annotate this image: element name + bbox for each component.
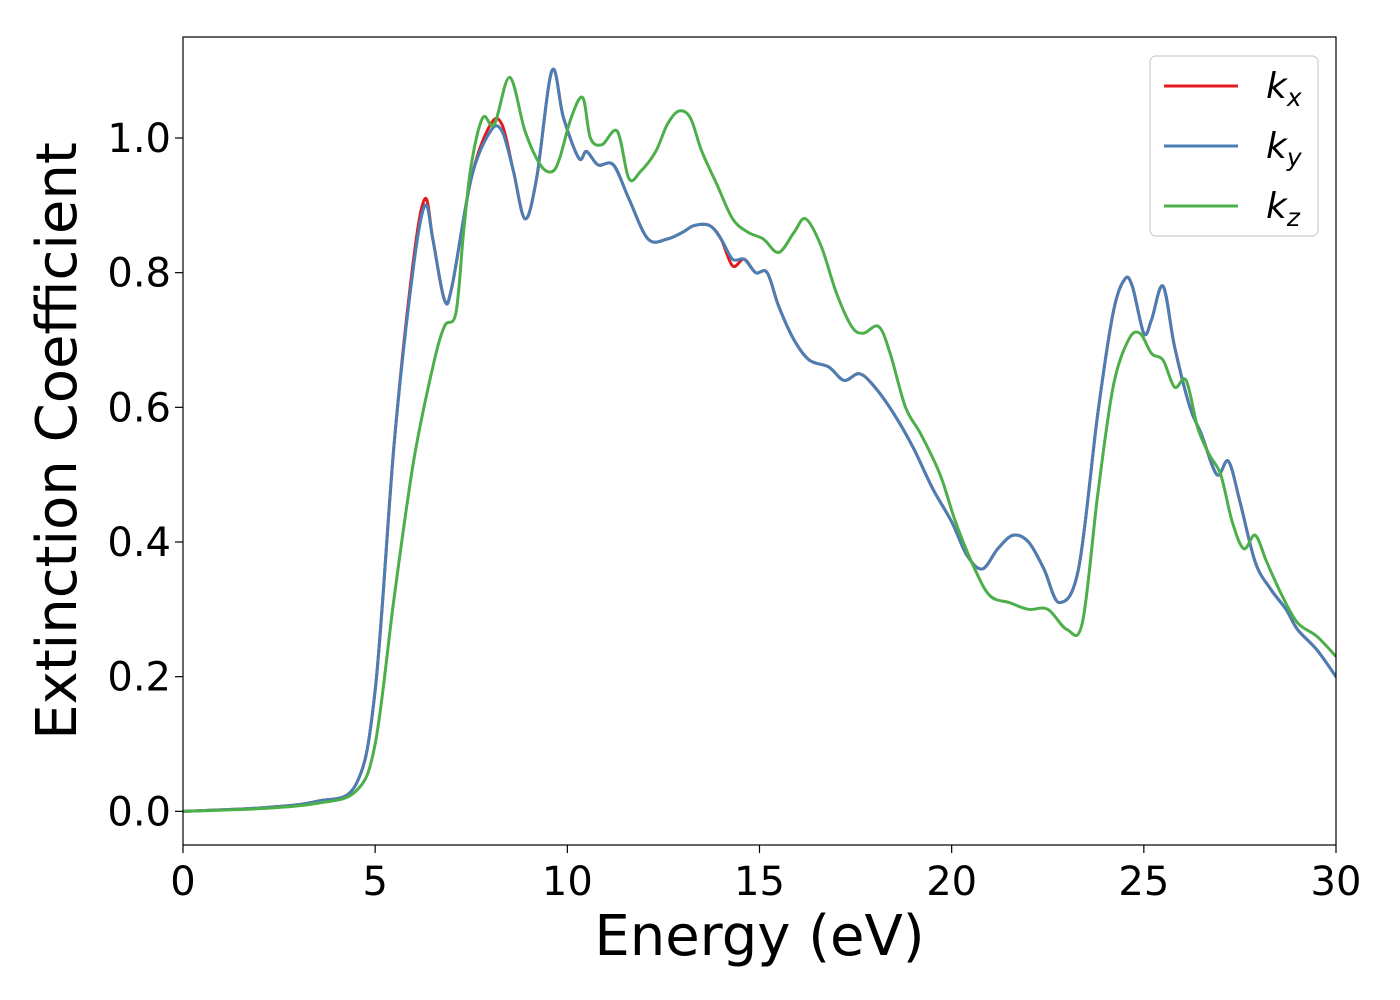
series-layer <box>183 67 1336 813</box>
legend: kx ky kz <box>1149 55 1319 237</box>
x-tick-label: 0 <box>170 859 195 905</box>
x-tick-label: 25 <box>1118 859 1169 905</box>
series-line-y <box>183 67 1336 813</box>
x-axis-title: Energy (eV) <box>594 904 924 969</box>
y-tick-label: 0.2 <box>107 655 171 701</box>
x-tick-label: 30 <box>1311 859 1362 905</box>
x-tick-label: 5 <box>362 859 387 905</box>
y-axis-title: Extinction Coefficient <box>25 142 90 740</box>
ticks-layer: 0 5 10 15 20 25 30 0.0 0.2 0.4 0.6 0.8 1.0 <box>107 116 1361 905</box>
legend-label-z: kz <box>1266 186 1301 232</box>
legend-label-y: ky <box>1266 126 1303 172</box>
y-tick-label: 1.0 <box>107 116 171 162</box>
x-tick-label: 20 <box>926 859 977 905</box>
y-tick-label: 0.4 <box>107 520 171 566</box>
x-tick-label: 10 <box>542 859 593 905</box>
y-tick-label: 0.8 <box>107 251 171 297</box>
series-line-z <box>183 75 1336 813</box>
legend-label-x: kx <box>1266 66 1302 112</box>
x-tick-label: 15 <box>734 859 785 905</box>
y-tick-label: 0.6 <box>107 385 171 431</box>
y-tick-label: 0.0 <box>107 789 171 835</box>
